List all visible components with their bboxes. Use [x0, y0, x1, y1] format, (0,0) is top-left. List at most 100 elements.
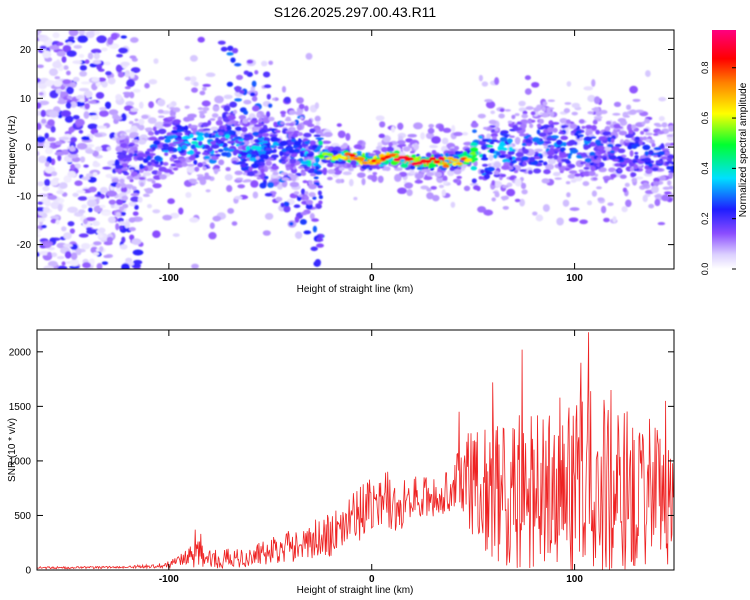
spectral-blob [621, 206, 628, 213]
spectral-blob [230, 120, 237, 125]
spectral-blob [490, 139, 499, 143]
spectral-blob [318, 200, 323, 205]
spectral-blob [624, 182, 630, 188]
spectral-blob [101, 47, 108, 52]
snr-frame [36, 329, 675, 571]
spectral-blob [47, 119, 55, 126]
spectral-blob [429, 173, 435, 176]
spectral-blob [491, 197, 496, 202]
spectral-blob [176, 129, 185, 132]
spectral-blob [229, 130, 234, 135]
spectral-blob [310, 246, 318, 252]
spectral-blob [197, 175, 205, 182]
spectral-blob [514, 178, 522, 187]
spectral-blob [227, 114, 236, 121]
spectral-blob [169, 156, 175, 162]
spectral-blob [291, 167, 298, 174]
spectral-blob [173, 156, 178, 159]
spectral-blob [167, 116, 176, 120]
spectral-blob [256, 176, 261, 180]
spectral-blob [523, 135, 529, 139]
spectral-blob [175, 162, 183, 168]
spectral-blob [128, 120, 134, 125]
spectral-blob [259, 182, 267, 189]
spectral-blob [643, 157, 652, 163]
spectral-blob [147, 117, 157, 124]
spectral-blob [298, 194, 303, 197]
spectral-blob [238, 115, 247, 120]
spectral-blob [625, 199, 632, 208]
spectral-blob [50, 215, 60, 220]
spectral-blob [583, 86, 594, 91]
spectral-blob [266, 93, 271, 100]
x-tick-label: 0 [369, 273, 375, 284]
spectral-blob [169, 212, 180, 219]
spectral-blob [241, 158, 248, 162]
spectral-blob [138, 176, 146, 181]
spectral-blob [509, 135, 515, 138]
spectral-blob [57, 203, 63, 212]
spectral-blob [536, 129, 541, 135]
spectral-blob [453, 169, 462, 175]
spectral-blob [101, 261, 109, 265]
spectral-blob [189, 124, 198, 129]
spectral-blob [234, 126, 243, 132]
spectral-blob [285, 166, 291, 171]
spectral-blob [39, 100, 50, 106]
spectral-blob [640, 130, 645, 135]
spectral-blob [268, 116, 275, 122]
spectral-blob [260, 168, 265, 174]
spectral-blob [495, 151, 501, 156]
spectral-blob [464, 158, 472, 162]
spectral-blob [80, 156, 86, 163]
spectral-blob [249, 157, 257, 162]
spectral-blob [88, 207, 93, 213]
spectral-blob [488, 154, 494, 161]
spectral-blob [612, 146, 620, 151]
spectral-blob [494, 77, 500, 86]
spectral-blob [304, 191, 309, 195]
spectral-blob [442, 175, 448, 182]
spectral-blob [641, 121, 646, 126]
spectral-blob [323, 131, 333, 138]
spectral-blob [37, 233, 41, 238]
spectral-blob [304, 195, 310, 201]
spectral-blob [43, 242, 51, 248]
spectral-blob [42, 50, 52, 59]
spectral-blob [651, 143, 656, 148]
spectral-blob [158, 115, 165, 118]
spectral-blob [63, 232, 72, 240]
spectral-blob [368, 167, 373, 171]
spectral-blob [234, 98, 242, 102]
spectral-blob [87, 123, 98, 130]
spectral-blob [299, 151, 304, 157]
spectral-blob [235, 177, 244, 181]
spectral-blob [226, 185, 233, 193]
spectral-blob [582, 170, 591, 177]
spectral-blob [404, 182, 413, 189]
spectral-blob [634, 154, 639, 159]
spectral-blob [56, 255, 65, 260]
spectral-blob [202, 106, 210, 112]
spectral-blob [598, 136, 607, 141]
spectral-blob [184, 105, 190, 109]
spectral-blob [82, 262, 91, 269]
spectral-blob [648, 163, 654, 168]
spectral-blob [94, 146, 103, 152]
spectral-blob [217, 148, 224, 153]
spectral-blob [75, 101, 85, 107]
spectral-blob [172, 141, 181, 145]
spectral-blob [513, 169, 519, 174]
spectral-blob [463, 185, 471, 192]
spectral-blob [213, 168, 221, 172]
spectral-blob [83, 90, 93, 99]
spectral-blob [290, 163, 295, 167]
spectral-blob [127, 144, 134, 147]
spectral-blob [234, 62, 242, 67]
spectral-blob [262, 116, 271, 124]
spectral-blob [119, 143, 128, 148]
spectral-blob [469, 146, 479, 153]
spectral-blob [120, 211, 126, 216]
spectral-blob [565, 160, 571, 164]
